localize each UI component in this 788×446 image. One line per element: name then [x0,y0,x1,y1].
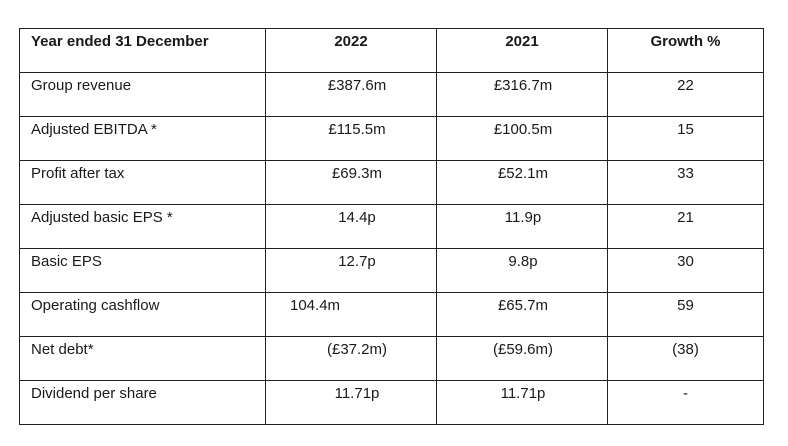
value-2022: £69.3m [265,160,437,205]
table-row: Group revenue £387.6m £316.7m 22 [19,72,764,117]
value-2022: 104.4m [265,292,437,337]
value-2022: £387.6m [265,72,437,117]
value-growth: 15 [607,116,764,161]
table-row: Profit after tax £69.3m £52.1m 33 [19,160,764,205]
value-growth: 33 [607,160,764,205]
table-row: Basic EPS 12.7p 9.8p 30 [19,248,764,293]
row-label: Operating cashflow [19,292,266,337]
value-2021: £65.7m [436,292,608,337]
value-growth: 59 [607,292,764,337]
value-2021: (£59.6m) [436,336,608,381]
value-growth: 21 [607,204,764,249]
value-2022: (£37.2m) [265,336,437,381]
table-header-row: Year ended 31 December 2022 2021 Growth … [19,28,764,73]
value-2021: £52.1m [436,160,608,205]
financial-summary-table: Year ended 31 December 2022 2021 Growth … [19,28,764,425]
value-2021: 11.71p [436,380,608,425]
table-row: Net debt* (£37.2m) (£59.6m) (38) [19,336,764,381]
table-row: Operating cashflow 104.4m £65.7m 59 [19,292,764,337]
value-2022: £115.5m [265,116,437,161]
header-2022: 2022 [265,28,437,73]
value-2022: 12.7p [265,248,437,293]
value-growth: (38) [607,336,764,381]
row-label: Net debt* [19,336,266,381]
row-label: Basic EPS [19,248,266,293]
value-2021: 11.9p [436,204,608,249]
value-2021: 9.8p [436,248,608,293]
value-2021: £100.5m [436,116,608,161]
row-label: Adjusted EBITDA * [19,116,266,161]
row-label: Profit after tax [19,160,266,205]
value-growth: - [607,380,764,425]
value-growth: 22 [607,72,764,117]
value-growth: 30 [607,248,764,293]
table-row: Adjusted EBITDA * £115.5m £100.5m 15 [19,116,764,161]
table-row: Adjusted basic EPS * 14.4p 11.9p 21 [19,204,764,249]
row-label: Adjusted basic EPS * [19,204,266,249]
header-growth: Growth % [607,28,764,73]
header-year-ended: Year ended 31 December [19,28,266,73]
row-label: Dividend per share [19,380,266,425]
value-2022: 11.71p [265,380,437,425]
table-row: Dividend per share 11.71p 11.71p - [19,380,764,425]
header-2021: 2021 [436,28,608,73]
value-2021: £316.7m [436,72,608,117]
row-label: Group revenue [19,72,266,117]
value-2022: 14.4p [265,204,437,249]
